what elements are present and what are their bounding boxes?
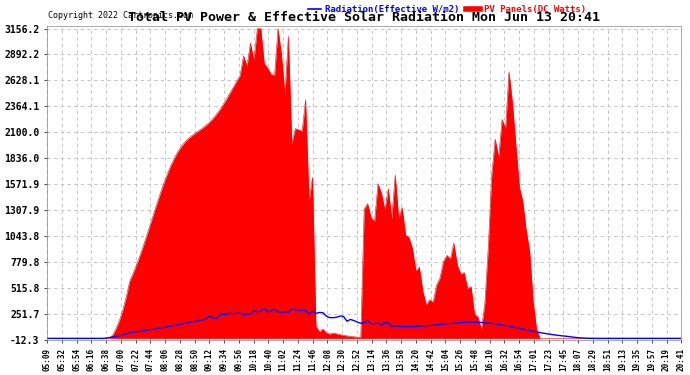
Text: Copyright 2022 Cartronics.com: Copyright 2022 Cartronics.com (48, 12, 193, 21)
Legend: Radiation(Effective W/m2), PV Panels(DC Watts): Radiation(Effective W/m2), PV Panels(DC … (304, 2, 589, 18)
Title: Total PV Power & Effective Solar Radiation Mon Jun 13 20:41: Total PV Power & Effective Solar Radiati… (128, 12, 600, 24)
